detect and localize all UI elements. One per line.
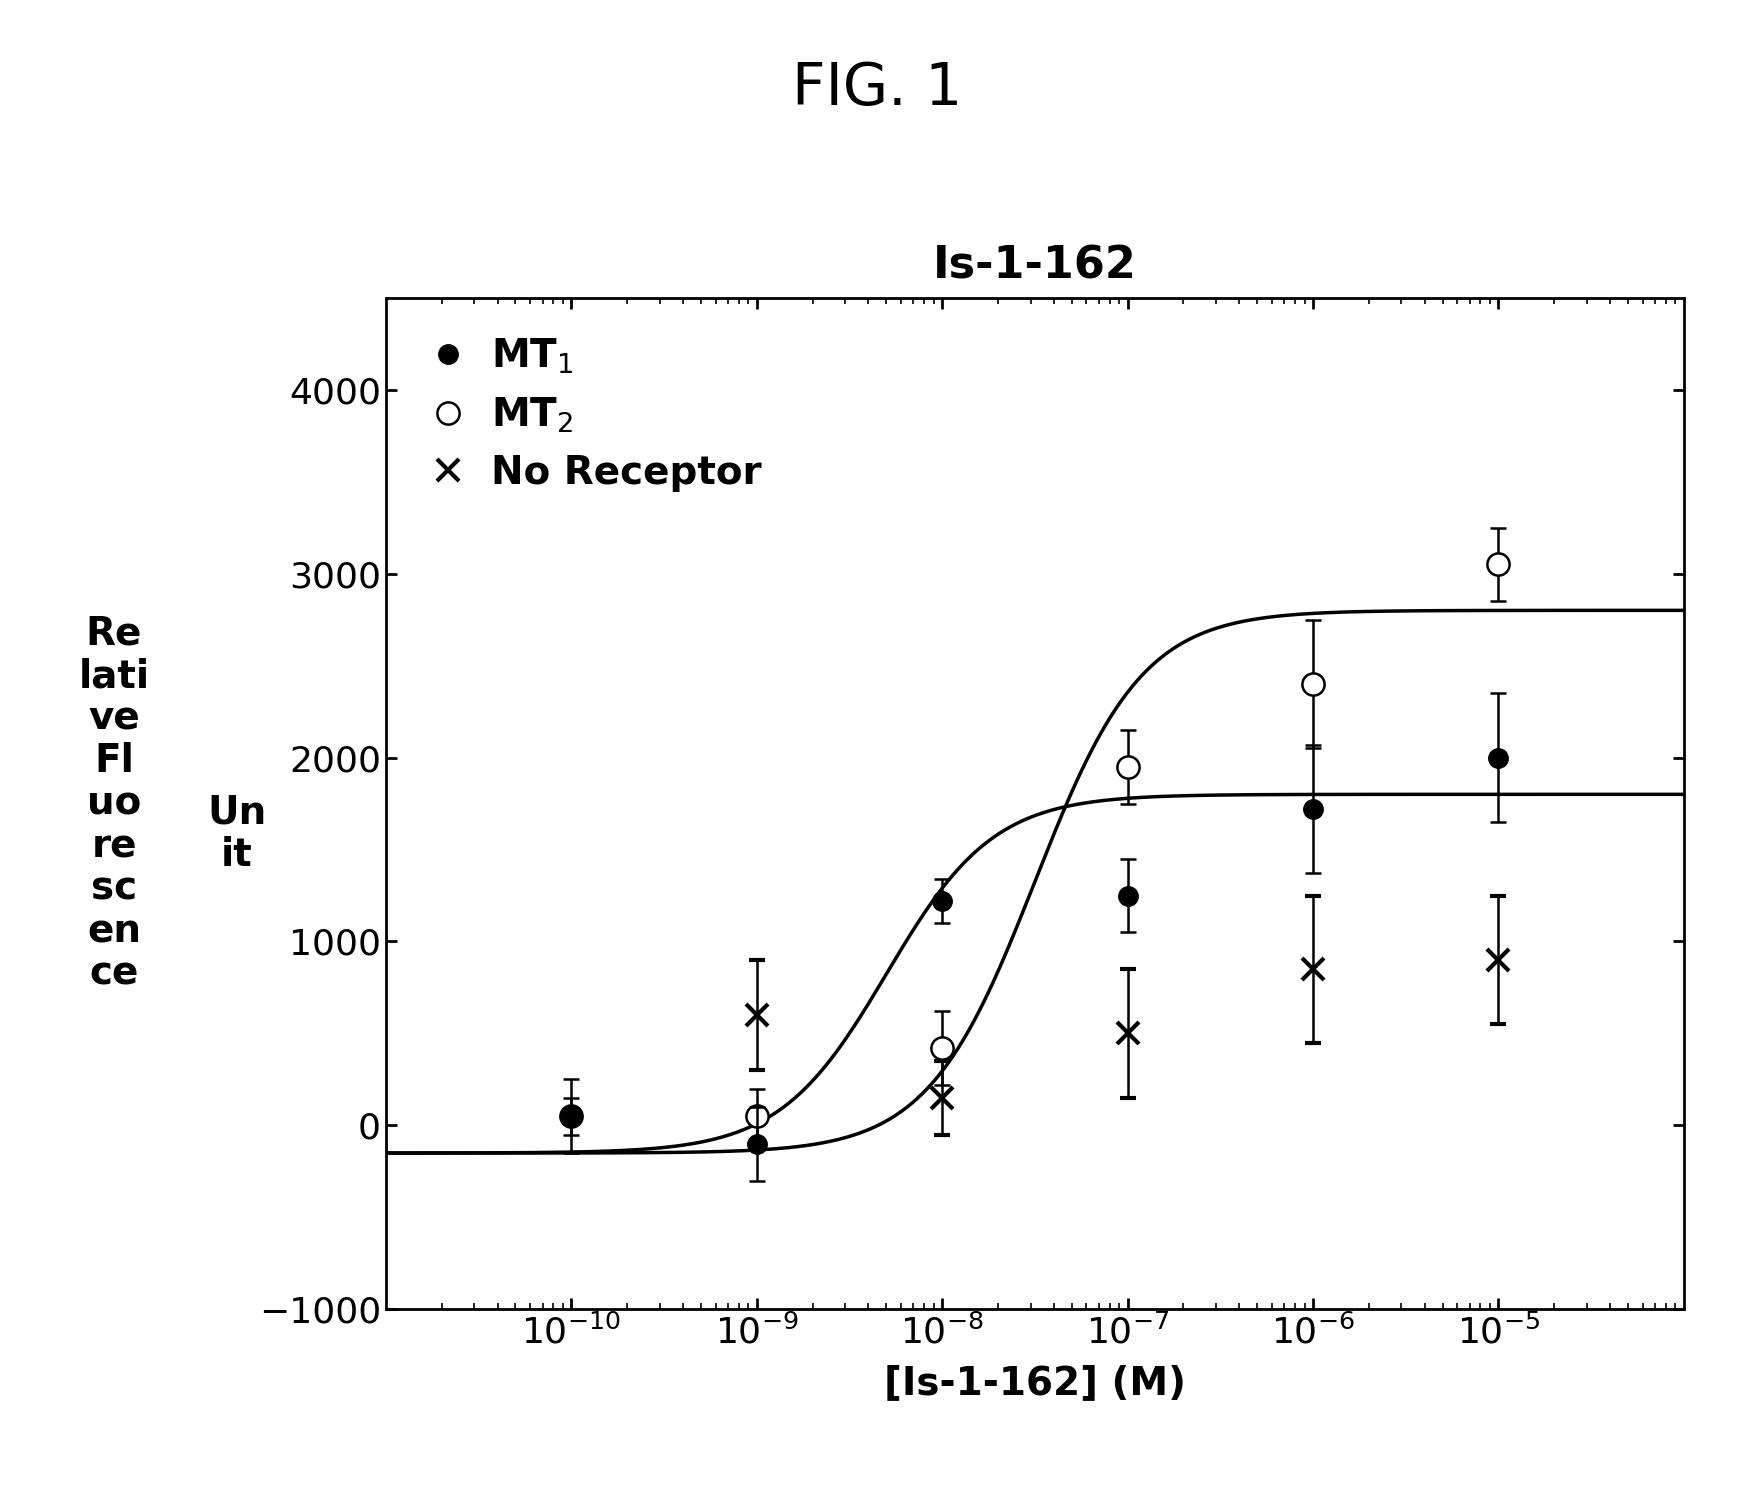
- X-axis label: [Is-1-162] (M): [Is-1-162] (M): [884, 1364, 1186, 1402]
- Text: FIG. 1: FIG. 1: [791, 60, 963, 116]
- Legend: MT$_1$, MT$_2$, No Receptor: MT$_1$, MT$_2$, No Receptor: [405, 317, 781, 512]
- Text: Un
it: Un it: [207, 793, 267, 873]
- Text: Re
lati
ve
Fl
uo
re
sc
en
ce: Re lati ve Fl uo re sc en ce: [79, 615, 149, 992]
- Title: Is-1-162: Is-1-162: [933, 244, 1137, 287]
